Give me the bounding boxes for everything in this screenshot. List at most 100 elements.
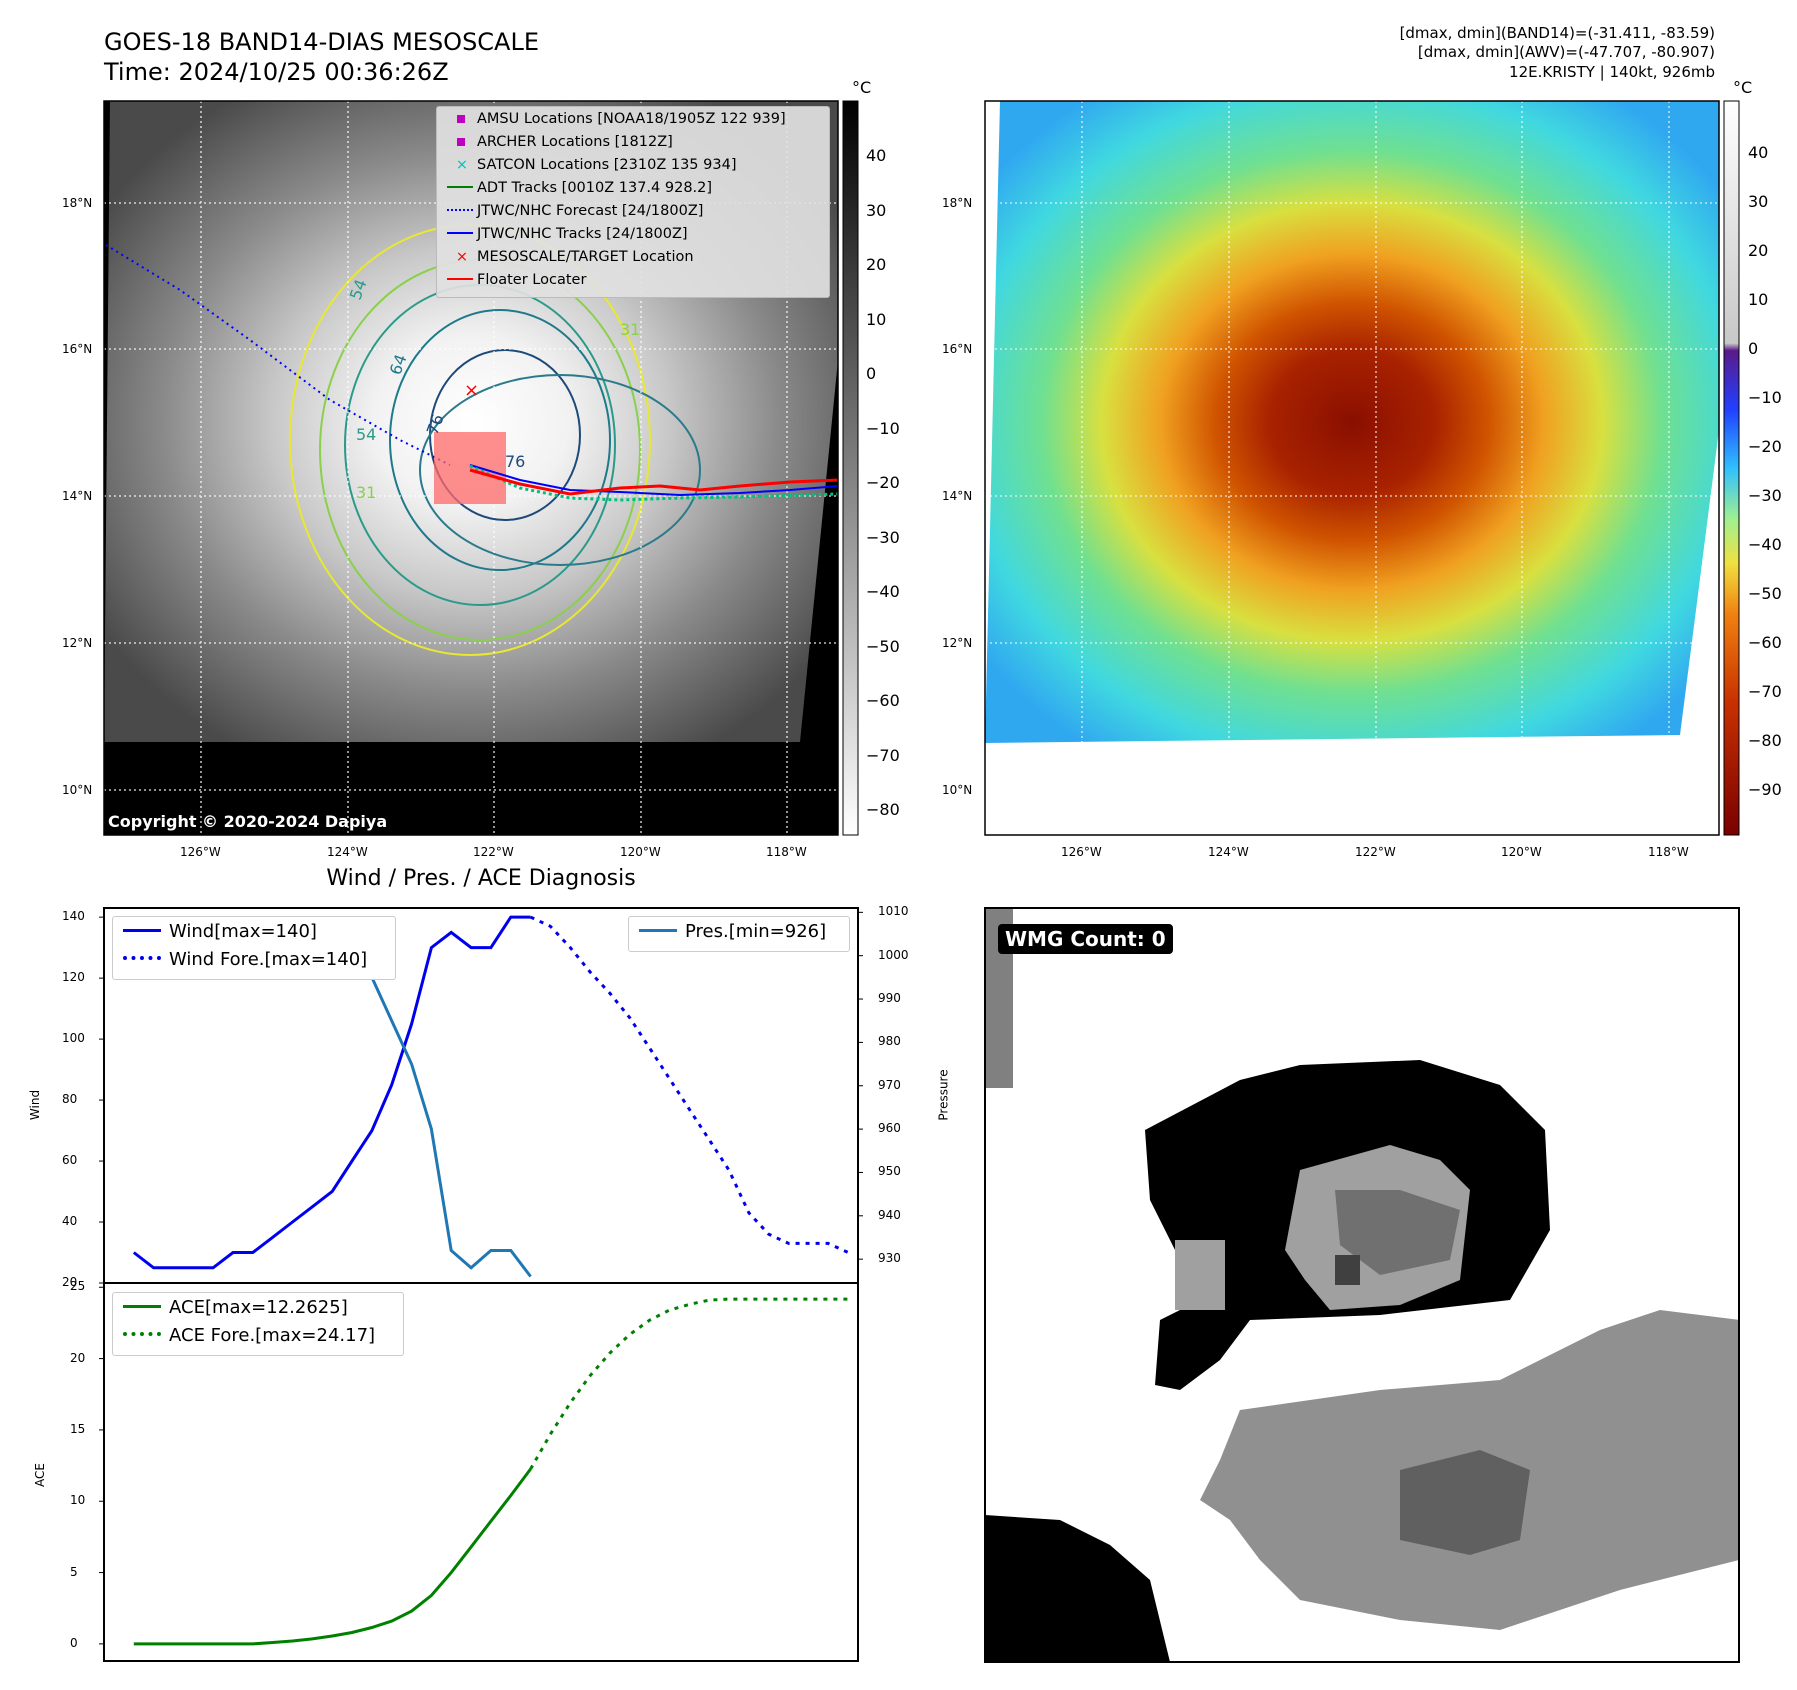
wv-cbar-tick: 20 (1748, 241, 1769, 260)
lon-label: 118°W (766, 845, 807, 859)
wv-cbar-tick: −40 (1748, 535, 1782, 554)
contour-label: 31 (356, 483, 377, 502)
pressure-tick-label: 1010 (878, 904, 909, 919)
wv-cbar-tick: −70 (1748, 682, 1782, 701)
wind-tick-label: 40 (62, 1214, 78, 1229)
ir-cbar-tick: −50 (866, 636, 900, 656)
ir-cbar-tick: 30 (866, 200, 887, 220)
lat-label: 16°N (942, 342, 973, 356)
legend-label: ADT Tracks [0010Z 137.4 928.2] (477, 180, 713, 196)
solid-line-icon (639, 929, 677, 932)
lat-label: 12°N (942, 636, 973, 650)
contour-label: 54 (356, 425, 377, 444)
ir-colorbar (842, 100, 859, 836)
ace-tick-label: 15 (70, 1421, 86, 1436)
ace-tick-label: 5 (70, 1564, 78, 1579)
pressure-tick-label: 970 (878, 1077, 901, 1092)
solid-line-icon (447, 278, 473, 280)
info-line-3: 12E.KRISTY | 140kt, 926mb (1509, 63, 1715, 81)
wind-axis-label: Wind (28, 1089, 43, 1121)
target-box (434, 432, 506, 504)
map-legend: AMSU Locations [NOAA18/1905Z 122 939] AR… (436, 106, 830, 298)
wv-map-panel (985, 101, 1719, 835)
wind-legend: Wind[max=140] Wind Fore.[max=140] (112, 916, 396, 980)
lat-label: 14°N (62, 489, 93, 503)
ace-tick-label: 25 (70, 1279, 86, 1294)
wv-cbar-tick: −60 (1748, 633, 1782, 652)
lat-label: 12°N (62, 636, 93, 650)
legend-label: ARCHER Locations [1812Z] (477, 134, 673, 150)
legend-label: Wind[max=140] (169, 921, 317, 942)
lat-label: 10°N (942, 783, 973, 797)
lon-label: 124°W (327, 845, 368, 859)
pressure-tick-label: 1000 (878, 947, 909, 962)
ir-cbar-tick: −80 (866, 800, 900, 819)
contour-label: 76 (505, 452, 526, 471)
wind-tick-label: 80 (62, 1092, 78, 1107)
solid-line-icon (123, 929, 161, 932)
line-dot-icon (447, 232, 473, 234)
pressure-tick-label: 940 (878, 1207, 901, 1222)
chart-title-line1: GOES-18 BAND14-DIAS MESOSCALE (104, 28, 540, 56)
wind-tick-label: 100 (62, 1031, 85, 1046)
wv-cbar-tick: 10 (1748, 290, 1769, 309)
ace-forecast-series (529, 1297, 849, 1470)
wv-cbar-tick: 30 (1748, 192, 1769, 211)
floater-track (469, 468, 838, 496)
wv-cbar-tick: −50 (1748, 584, 1782, 603)
legend-label: AMSU Locations [NOAA18/1905Z 122 939] (477, 111, 786, 127)
wv-colorbar (1723, 100, 1740, 836)
wv-cbar-tick: −20 (1748, 437, 1782, 456)
lon-label: 126°W (180, 845, 221, 859)
lon-label: 122°W (1355, 845, 1396, 859)
wv-cbar-tick: −30 (1748, 486, 1782, 505)
lon-label: 120°W (1501, 845, 1542, 859)
jtwc-forecast-track (105, 244, 451, 466)
lon-label: 120°W (620, 845, 661, 859)
pressure-legend: Pres.[min=926] (628, 916, 850, 952)
legend-label: JTWC/NHC Tracks [24/1800Z] (477, 226, 688, 242)
pressure-tick-label: 960 (878, 1121, 901, 1136)
wmg-panel (985, 908, 1739, 1662)
wv-cbar-tick: 40 (1748, 143, 1769, 162)
pressure-tick-label: 990 (878, 991, 901, 1006)
info-line-2: [dmax, dmin](AWV)=(-47.707, -80.907) (1417, 43, 1715, 61)
ir-cbar-tick: −20 (866, 473, 900, 492)
legend-label: JTWC/NHC Forecast [24/1800Z] (477, 203, 704, 219)
ir-cbar-tick: 10 (866, 309, 887, 329)
legend-label: Floater Locater (477, 272, 587, 288)
legend-label: ACE[max=12.2625] (169, 1297, 348, 1318)
mesoscale-marker: × (464, 380, 479, 401)
ir-contours (289, 224, 701, 656)
lon-label: 122°W (473, 845, 514, 859)
pressure-axis-label: Pressure (936, 1069, 951, 1121)
lat-label: 18°N (62, 196, 93, 210)
wind-tick-label: 60 (62, 1153, 78, 1168)
wv-cbar-tick: −90 (1748, 780, 1782, 799)
ir-cbar-tick: 20 (866, 255, 887, 274)
lat-label: 10°N (62, 783, 93, 797)
wind-tick-label: 20 (62, 1275, 78, 1289)
solid-line-icon (123, 1305, 161, 1308)
contour-label: 31 (620, 320, 641, 339)
pressure-tick-label: 930 (878, 1251, 901, 1266)
pressure-tick-label: 980 (878, 1034, 901, 1049)
diagnosis-title: Wind / Pres. / ACE Diagnosis (326, 866, 636, 891)
wind-tick-label: 120 (62, 970, 85, 985)
dotted-line-icon (123, 1332, 161, 1336)
wind-tick-label: 140 (62, 909, 85, 924)
ace-series (133, 1468, 532, 1646)
wv-cbar-tick: 0 (1748, 339, 1759, 358)
dotted-line-icon (123, 956, 161, 960)
ir-cbar-unit: °C (852, 78, 872, 97)
legend-label: SATCON Locations [2310Z 135 934] (477, 157, 737, 173)
ir-cbar-tick: −30 (866, 527, 900, 547)
info-line-1: [dmax, dmin](BAND14)=(-31.411, -83.59) (1399, 24, 1715, 42)
ir-cbar-tick: −10 (866, 418, 900, 438)
ir-cbar-tick: −70 (866, 745, 900, 765)
adt-track (469, 464, 838, 502)
ir-cbar-tick: 40 (866, 146, 887, 165)
wind-series (132, 915, 531, 1270)
wind-forecast-series (529, 915, 849, 1254)
legend-label: ACE Fore.[max=24.17] (169, 1325, 376, 1346)
